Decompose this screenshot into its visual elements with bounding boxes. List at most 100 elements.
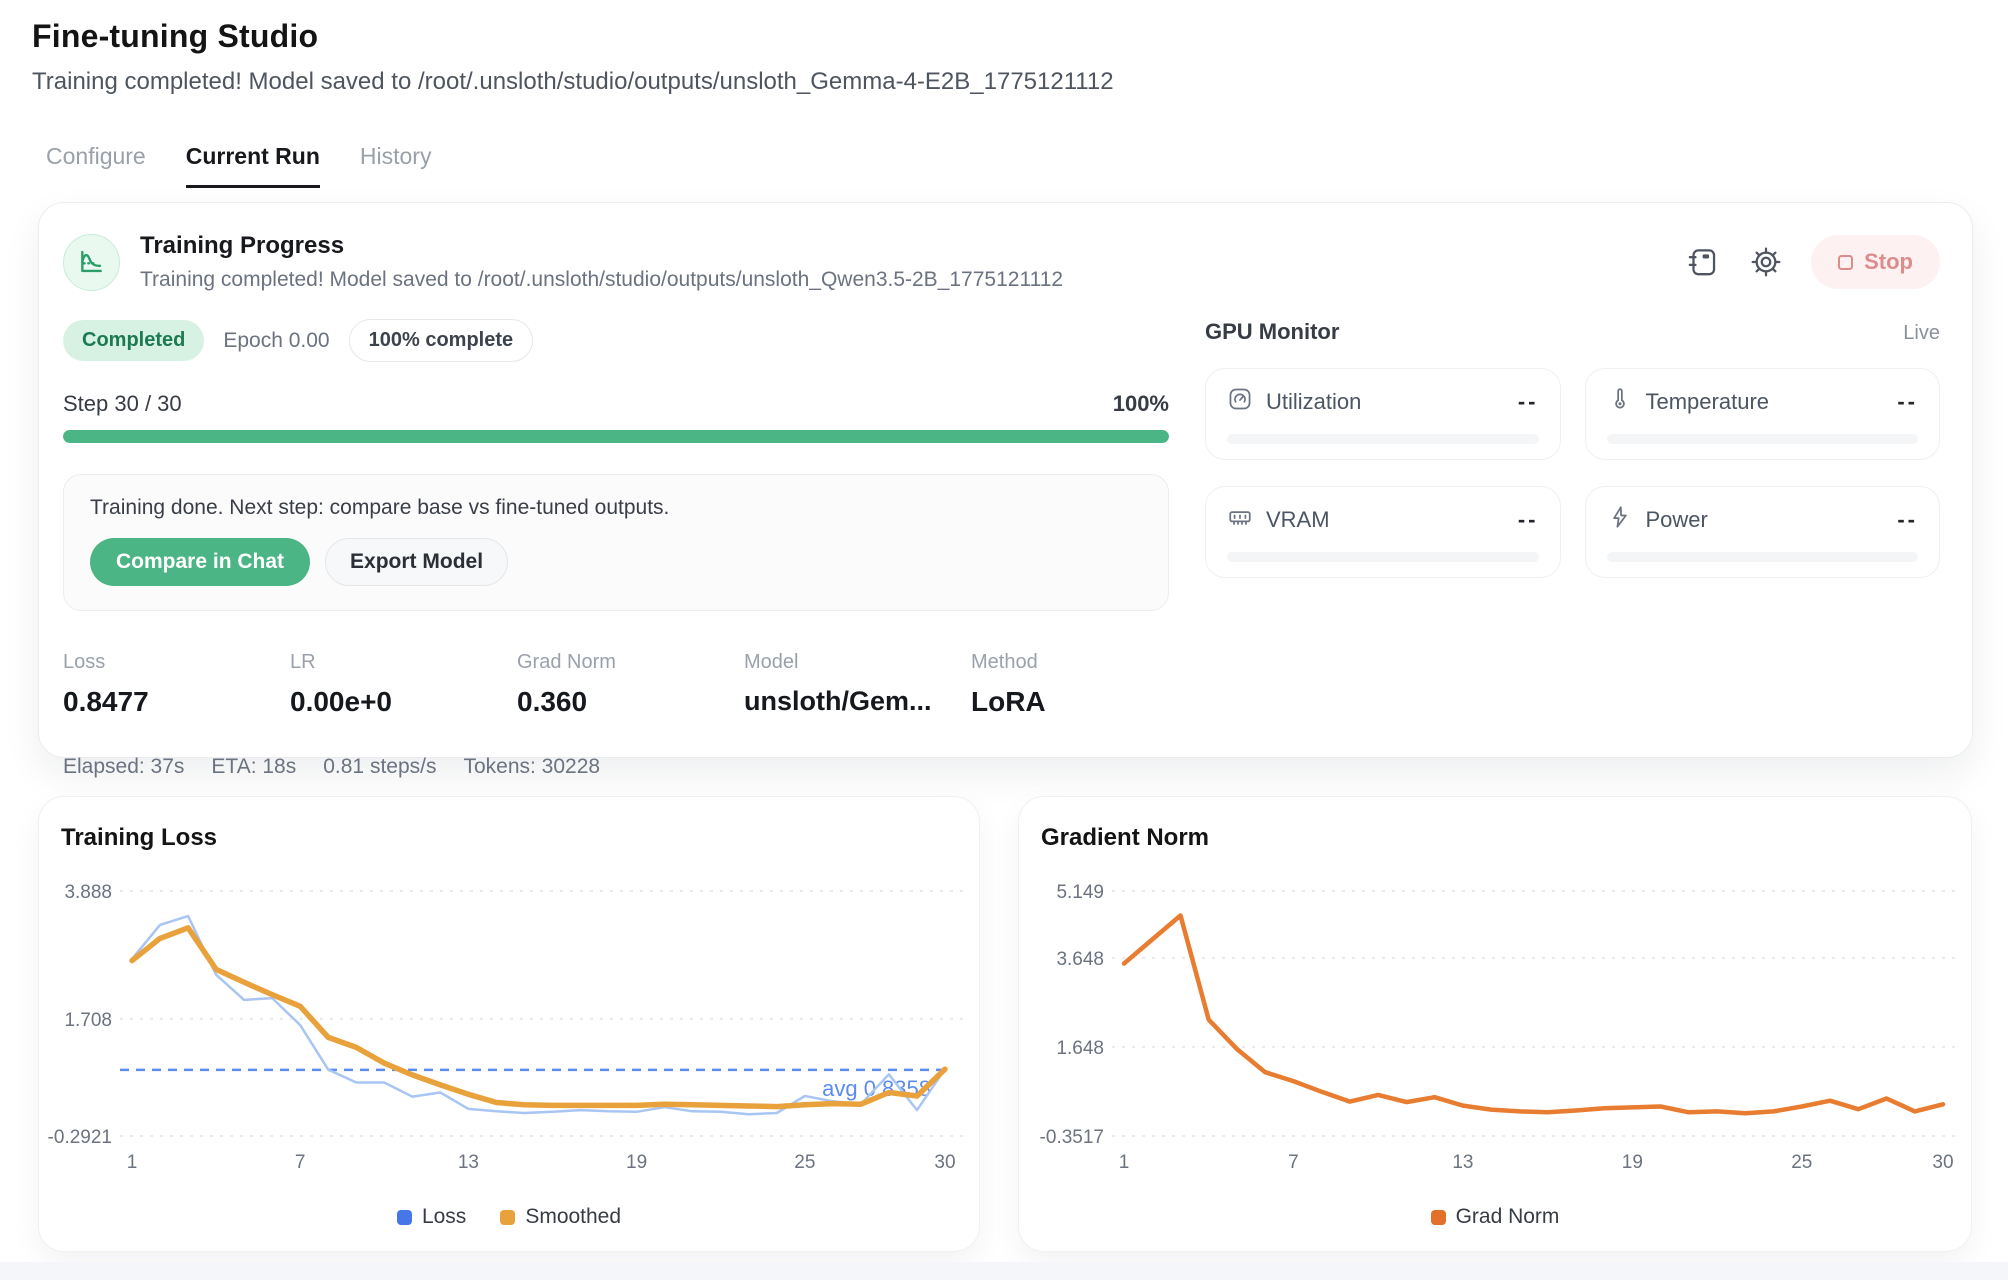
journal-icon bbox=[1685, 267, 1719, 282]
tab-configure[interactable]: Configure bbox=[46, 143, 146, 188]
y-axis-tick-label: -0.3517 bbox=[1040, 1127, 1104, 1148]
gpu-card-utilization: Utilization -- bbox=[1205, 368, 1561, 460]
x-axis-tick-label: 19 bbox=[626, 1152, 647, 1173]
settings-button[interactable] bbox=[1747, 243, 1785, 281]
y-axis-tick-label: 1.648 bbox=[1056, 1038, 1104, 1059]
run-footer-stats: Elapsed: 37s ETA: 18s 0.81 steps/s Token… bbox=[63, 755, 1169, 779]
export-model-button[interactable]: Export Model bbox=[325, 538, 508, 586]
next-steps-panel: Training done. Next step: compare base v… bbox=[63, 474, 1169, 611]
stop-square-icon bbox=[1838, 255, 1853, 270]
series-line-grad-norm bbox=[1124, 916, 1943, 1114]
metric-value: 0.360 bbox=[517, 686, 744, 718]
x-axis-tick-label: 13 bbox=[458, 1152, 479, 1173]
training-progress-card: Training Progress Training completed! Mo… bbox=[38, 202, 1973, 758]
status-row: Completed Epoch 0.00 100% complete bbox=[63, 319, 1169, 362]
chart-title: Gradient Norm bbox=[1019, 824, 1971, 852]
metric-label: Grad Norm bbox=[517, 651, 744, 674]
card-header: Training Progress Training completed! Mo… bbox=[63, 232, 1940, 292]
gauge-icon bbox=[1227, 386, 1253, 417]
tokens-stat: Tokens: 30228 bbox=[463, 755, 600, 779]
metric-label: Model bbox=[744, 651, 971, 674]
chart-title: Training Loss bbox=[39, 824, 979, 852]
card-body: Completed Epoch 0.00 100% complete Step … bbox=[63, 319, 1940, 779]
x-axis-tick-label: 30 bbox=[934, 1152, 955, 1173]
eta-stat: ETA: 18s bbox=[211, 755, 296, 779]
compare-in-chat-button[interactable]: Compare in Chat bbox=[90, 538, 310, 586]
logs-button[interactable] bbox=[1683, 243, 1721, 281]
page-title: Fine-tuning Studio bbox=[32, 18, 1972, 55]
x-axis-tick-label: 13 bbox=[1452, 1152, 1473, 1173]
gpu-card-label: Power bbox=[1646, 507, 1708, 533]
legend-item-loss[interactable]: Loss bbox=[397, 1205, 466, 1229]
legend-label: Smoothed bbox=[525, 1205, 621, 1229]
metrics-row: Loss 0.8477 LR 0.00e+0 Grad Norm 0.360 M… bbox=[63, 651, 1169, 718]
step-label: Step 30 / 30 bbox=[63, 391, 182, 417]
x-axis-tick-label: 7 bbox=[295, 1152, 306, 1173]
stop-button[interactable]: Stop bbox=[1811, 235, 1940, 289]
y-axis-tick-label: 3.648 bbox=[1056, 949, 1104, 970]
metric-loss: Loss 0.8477 bbox=[63, 651, 290, 718]
y-axis-tick-label: 5.149 bbox=[1056, 882, 1104, 903]
gpu-card-value: -- bbox=[1518, 507, 1539, 533]
y-axis-tick-label: 1.708 bbox=[64, 1010, 112, 1031]
y-axis-tick-label: 3.888 bbox=[64, 882, 112, 903]
gpu-card-bar bbox=[1607, 552, 1919, 562]
page-subtitle: Training completed! Model saved to /root… bbox=[32, 68, 1972, 96]
legend-swatch bbox=[500, 1210, 515, 1225]
page-bottom-strip bbox=[0, 1262, 2008, 1280]
x-axis-tick-label: 19 bbox=[1622, 1152, 1643, 1173]
metric-value: unsloth/Gem... bbox=[744, 686, 971, 717]
legend-item-grad-norm[interactable]: Grad Norm bbox=[1431, 1205, 1560, 1229]
y-axis-tick-label: -0.2921 bbox=[48, 1127, 112, 1148]
gpu-card-value: -- bbox=[1518, 389, 1539, 415]
tab-history[interactable]: History bbox=[360, 143, 432, 188]
thermometer-icon bbox=[1607, 386, 1633, 417]
status-badge: Completed bbox=[63, 320, 204, 361]
metric-label: Loss bbox=[63, 651, 290, 674]
chart-legend: Grad Norm bbox=[1019, 1205, 1971, 1229]
speed-stat: 0.81 steps/s bbox=[323, 755, 436, 779]
gpu-monitor-title: GPU Monitor bbox=[1205, 319, 1339, 345]
page-header: Fine-tuning Studio Training completed! M… bbox=[0, 0, 2008, 96]
x-axis-tick-label: 7 bbox=[1288, 1152, 1299, 1173]
gpu-card-label: Utilization bbox=[1266, 389, 1361, 415]
gpu-monitor: GPU Monitor Live Utilization bbox=[1205, 319, 1940, 779]
percent-label: 100% bbox=[1113, 391, 1169, 417]
tab-current-run[interactable]: Current Run bbox=[186, 143, 320, 188]
metric-method: Method LoRA bbox=[971, 651, 1046, 718]
card-titles: Training Progress Training completed! Mo… bbox=[140, 232, 1063, 292]
metric-label: LR bbox=[290, 651, 517, 674]
gradient-norm-card: Gradient Norm 5.1493.6481.648-0.35171713… bbox=[1018, 796, 1972, 1252]
metric-lr: LR 0.00e+0 bbox=[290, 651, 517, 718]
charts-row: Training Loss 3.8881.708-0.2921171319253… bbox=[38, 796, 1973, 1252]
metric-value: 0.00e+0 bbox=[290, 686, 517, 718]
legend-label: Loss bbox=[422, 1205, 466, 1229]
metric-label: Method bbox=[971, 651, 1046, 674]
gpu-card-grid: Utilization -- Temperature bbox=[1205, 368, 1940, 578]
complete-badge: 100% complete bbox=[349, 319, 534, 362]
gradient-norm-chart: 5.1493.6481.648-0.35171713192530 bbox=[1019, 862, 1971, 1182]
gpu-card-vram: VRAM -- bbox=[1205, 486, 1561, 578]
gpu-card-temperature: Temperature -- bbox=[1585, 368, 1941, 460]
progress-bar-fill bbox=[63, 430, 1169, 443]
training-chart-icon bbox=[63, 234, 120, 291]
gpu-card-bar bbox=[1607, 434, 1919, 444]
tab-bar: Configure Current Run History bbox=[46, 143, 2008, 188]
gpu-card-value: -- bbox=[1897, 389, 1918, 415]
x-axis-tick-label: 1 bbox=[127, 1152, 138, 1173]
step-row: Step 30 / 30 100% bbox=[63, 391, 1169, 417]
metric-grad-norm: Grad Norm 0.360 bbox=[517, 651, 744, 718]
gpu-card-bar bbox=[1227, 434, 1539, 444]
training-loss-card: Training Loss 3.8881.708-0.2921171319253… bbox=[38, 796, 980, 1252]
gpu-live-label: Live bbox=[1903, 322, 1940, 345]
metric-model: Model unsloth/Gem... bbox=[744, 651, 971, 718]
card-actions: Stop bbox=[1683, 235, 1940, 289]
training-loss-chart: 3.8881.708-0.29211713192530avg 0.8358 bbox=[39, 862, 979, 1182]
card-subtitle: Training completed! Model saved to /root… bbox=[140, 268, 1063, 292]
memory-icon bbox=[1227, 504, 1253, 535]
power-icon bbox=[1607, 504, 1633, 535]
chart-legend: Loss Smoothed bbox=[39, 1205, 979, 1229]
next-steps-buttons: Compare in Chat Export Model bbox=[90, 538, 1142, 586]
legend-item-smoothed[interactable]: Smoothed bbox=[500, 1205, 621, 1229]
elapsed-stat: Elapsed: 37s bbox=[63, 755, 184, 779]
